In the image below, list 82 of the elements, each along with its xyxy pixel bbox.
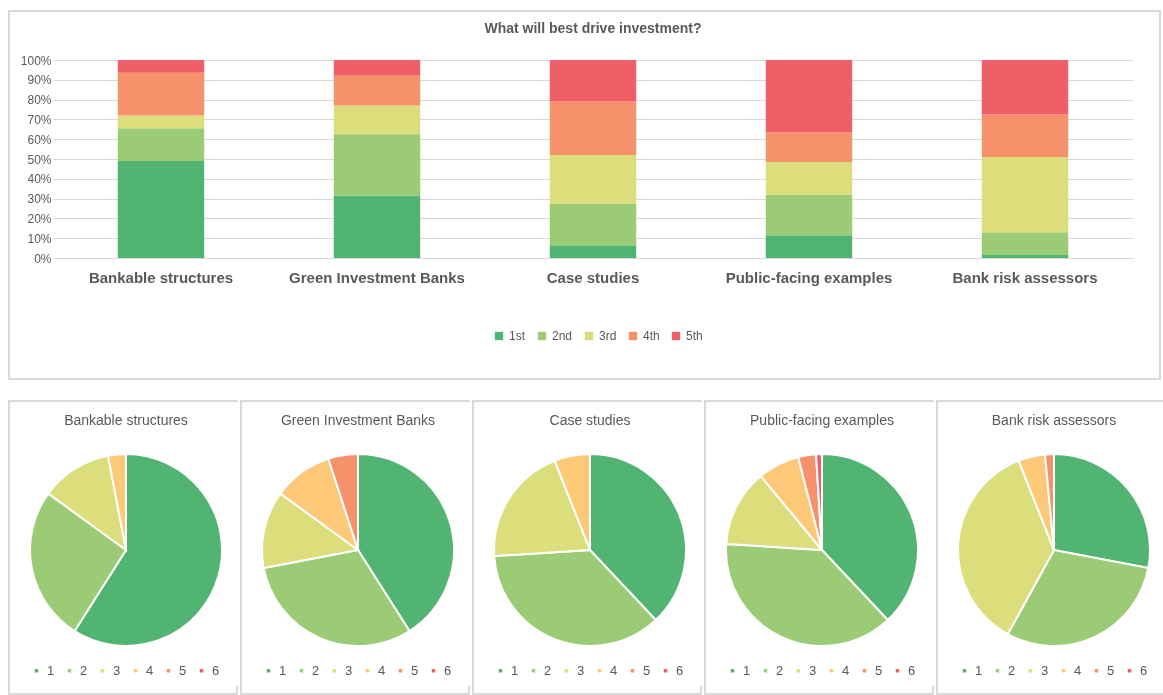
bar [333,60,421,76]
y-tick-label: 70% [27,112,52,127]
legend-label: 2nd [552,329,573,343]
bar [117,60,205,73]
bar [117,72,205,116]
x-tick-label: Green Investment Banks [289,268,465,286]
bar [333,195,421,258]
legend-label: 3rd [599,329,617,343]
bar [549,155,637,204]
legend-label: 5 [179,662,187,678]
bar [117,128,205,161]
legend-label: 1 [975,662,983,678]
legend-label: 6 [444,662,452,678]
bar [333,75,421,106]
bar [981,232,1069,256]
legend-label: 1 [743,662,751,678]
legend-label: 5 [643,662,651,678]
legend-label: 2 [80,662,88,678]
x-tick-label: Case studies [546,268,640,286]
y-tick-label: 10% [27,231,52,246]
y-tick-label: 0% [34,251,52,266]
bar [333,134,421,196]
bar [981,114,1069,158]
legend-label: 4 [610,662,618,678]
chart-title: Case studies [549,412,631,428]
legend-label: 5 [411,662,419,678]
bar [765,132,853,162]
legend-label: 4 [146,662,154,678]
chart-title: Bank risk assessors [991,412,1117,428]
bar [333,105,421,135]
chart-title: What will best drive investment? [484,20,702,36]
bar [117,160,205,258]
y-tick-label: 20% [27,211,52,226]
legend-label: 4 [842,662,850,678]
bar [549,245,637,258]
legend-label: 5th [686,329,703,343]
legend-label: 3 [1041,662,1049,678]
legend-label: 6 [908,662,916,678]
legend-label: 1 [511,662,519,678]
legend-label: 6 [676,662,684,678]
legend-label: 2 [1008,662,1016,678]
bar [549,101,637,156]
legend-label: 1 [279,662,287,678]
y-tick-label: 80% [27,93,52,108]
y-tick-label: 100% [20,53,52,68]
legend-label: 1st [509,329,526,343]
bar [981,157,1069,233]
legend-label: 1 [47,662,55,678]
bar [765,60,853,133]
legend-label: 4 [378,662,386,678]
legend-label: 2 [776,662,784,678]
chart-title: Green Investment Banks [280,412,436,428]
legend-label: 4 [1074,662,1082,678]
legend-label: 6 [212,662,220,678]
legend-label: 2 [312,662,320,678]
legend-label: 2 [544,662,552,678]
x-tick-label: Bankable structures [88,268,234,286]
bar [981,60,1069,115]
x-tick-label: Bank risk assessors [952,268,1098,286]
bar [549,60,637,102]
bar [765,194,853,236]
chart-title: Bankable structures [64,412,188,428]
legend-label: 3 [809,662,817,678]
y-tick-label: 60% [27,132,52,147]
legend-label: 4th [643,329,660,343]
bar [981,255,1069,258]
bar [765,235,853,258]
y-tick-label: 90% [27,73,52,88]
legend-label: 3 [577,662,585,678]
legend-label: 5 [875,662,883,678]
y-tick-label: 40% [27,172,52,187]
y-tick-label: 50% [27,152,52,167]
legend-label: 6 [1140,662,1148,678]
chart-title: Public-facing examples [750,412,894,428]
bar [549,203,637,246]
bar [765,161,853,195]
legend-label: 5 [1107,662,1115,678]
bar [117,115,205,129]
y-tick-label: 30% [27,192,52,207]
legend-label: 3 [113,662,121,678]
legend-label: 3 [345,662,353,678]
x-tick-label: Public-facing examples [725,268,893,286]
